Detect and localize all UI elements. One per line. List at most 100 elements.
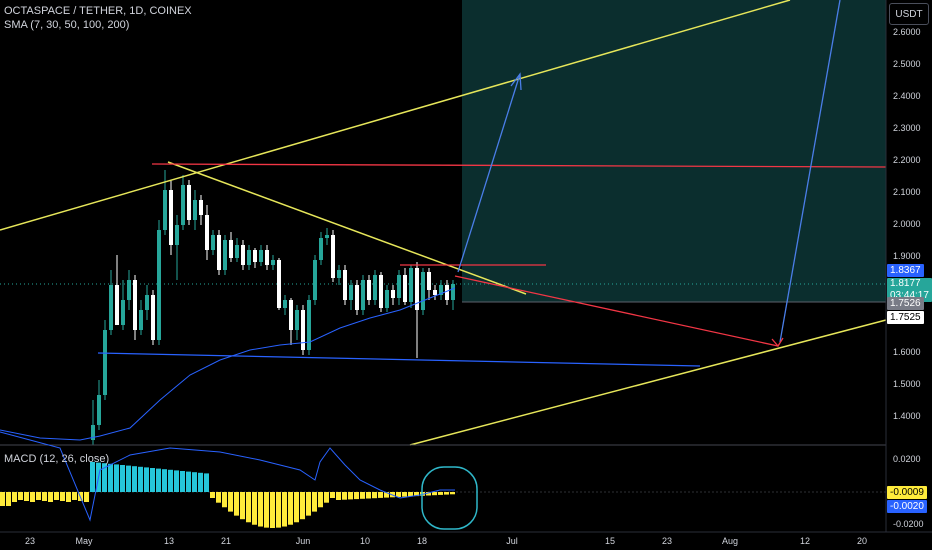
macd-histogram-bar <box>438 492 443 495</box>
macd-histogram-bar <box>432 492 437 496</box>
candle-body <box>367 280 371 300</box>
macd-histogram-bar <box>84 492 89 502</box>
time-label: 23 <box>662 536 672 546</box>
price-tick: 2.6000 <box>893 27 921 37</box>
price-tick: 1.9000 <box>893 251 921 261</box>
macd-histogram-bar <box>222 492 227 508</box>
candlestick-series <box>91 170 455 445</box>
macd-histogram-bar <box>198 472 203 492</box>
time-label: May <box>75 536 93 546</box>
macd-histogram-bar <box>282 492 287 527</box>
candle-body <box>205 215 209 250</box>
macd-histogram-bar <box>384 492 389 498</box>
macd-histogram-bar <box>0 492 5 506</box>
price-tag-line: 1.7525 <box>887 311 924 324</box>
sma-legend[interactable]: SMA (7, 30, 50, 100, 200) <box>4 19 130 31</box>
candle-body <box>379 275 383 308</box>
macd-histogram-bar <box>138 466 143 492</box>
candle-body <box>415 268 419 310</box>
macd-histogram-bar <box>66 492 71 502</box>
candle-body <box>169 190 173 245</box>
candle-body <box>259 250 263 262</box>
macd-tick: -0.0200 <box>893 519 924 529</box>
macd-histogram-bar <box>378 492 383 498</box>
macd-histogram-bar <box>372 492 377 499</box>
candle-body <box>289 300 293 330</box>
candle-body <box>391 290 395 298</box>
candle-body <box>295 310 299 330</box>
price-axis[interactable]: 2.6000 2.5000 2.4000 2.3000 2.2000 2.100… <box>893 27 921 421</box>
macd-histogram-bar <box>246 492 251 523</box>
price-tick: 2.3000 <box>893 123 921 133</box>
price-tag-zone: 1.7526 <box>887 297 924 310</box>
time-label: 13 <box>164 536 174 546</box>
macd-histogram-bar <box>402 492 407 497</box>
annotation-circle[interactable] <box>421 466 478 530</box>
candle-body <box>229 240 233 258</box>
candle-body <box>109 285 113 330</box>
candle-body <box>103 330 107 395</box>
candle-body <box>235 245 239 258</box>
candle-body <box>301 310 305 350</box>
candle-body <box>253 250 257 262</box>
macd-histogram-bar <box>276 492 281 528</box>
macd-histogram-bar <box>72 492 77 500</box>
macd-histogram-bar <box>210 492 215 498</box>
projection-drop-line[interactable] <box>454 275 779 347</box>
candle-body <box>187 185 191 220</box>
descending-trendline[interactable] <box>167 161 527 295</box>
time-label: 10 <box>360 536 370 546</box>
candle-body <box>331 235 335 278</box>
macd-histogram-bar <box>354 492 359 500</box>
macd-histogram-bar <box>240 492 245 520</box>
candle-body <box>355 285 359 310</box>
macd-histogram-bar <box>264 492 269 528</box>
support-line[interactable] <box>97 352 701 367</box>
macd-histogram-bar <box>156 468 161 492</box>
candle-body <box>145 295 149 310</box>
macd-histogram-bar <box>12 492 17 502</box>
current-price: 1.8177 <box>890 278 921 289</box>
currency-selector[interactable]: USDT <box>889 3 929 25</box>
candle-body <box>307 300 311 350</box>
candle-body <box>121 300 125 325</box>
macd-histogram-bar <box>444 492 449 495</box>
candle-body <box>163 190 167 230</box>
time-axis[interactable]: 23 May 13 21 Jun 10 18 Jul 15 23 Aug 12 … <box>25 536 867 546</box>
macd-histogram-bar <box>30 492 35 502</box>
upper-trendline[interactable] <box>0 0 791 231</box>
price-tick: 2.0000 <box>893 219 921 229</box>
macd-legend[interactable]: MACD (12, 26, close) <box>4 453 110 465</box>
candle-body <box>313 260 317 300</box>
macd-histogram-bar <box>126 465 131 492</box>
candle-body <box>181 185 185 225</box>
candle-body <box>409 268 413 302</box>
candle-body <box>139 310 143 330</box>
lower-trendline[interactable] <box>409 319 887 446</box>
candle-body <box>265 250 269 265</box>
candle-body <box>223 240 227 270</box>
macd-histogram-bar <box>42 492 47 501</box>
sma-line <box>0 287 456 441</box>
candle-body <box>361 280 365 310</box>
time-label: Aug <box>722 536 738 546</box>
symbol-title[interactable]: OCTASPACE / TETHER, 1D, COINEX <box>4 5 192 17</box>
time-label: 12 <box>800 536 810 546</box>
candle-body <box>451 284 455 300</box>
candle-body <box>211 235 215 250</box>
macd-histogram-bar <box>258 492 263 527</box>
macd-histogram-bar <box>60 492 65 501</box>
price-tick: 1.6000 <box>893 347 921 357</box>
candle-body <box>217 235 221 270</box>
macd-histogram-bar <box>330 492 335 498</box>
candle-body <box>325 235 329 238</box>
candle-body <box>247 250 251 265</box>
projection-arrow-down[interactable] <box>771 0 841 348</box>
macd-histogram <box>0 462 455 528</box>
time-label: Jul <box>506 536 518 546</box>
candle-body <box>397 275 401 298</box>
resistance-line[interactable] <box>151 163 887 168</box>
projection-arrow-up[interactable] <box>457 72 522 273</box>
macd-axis[interactable]: 0.0200 -0.0200 <box>893 454 924 529</box>
